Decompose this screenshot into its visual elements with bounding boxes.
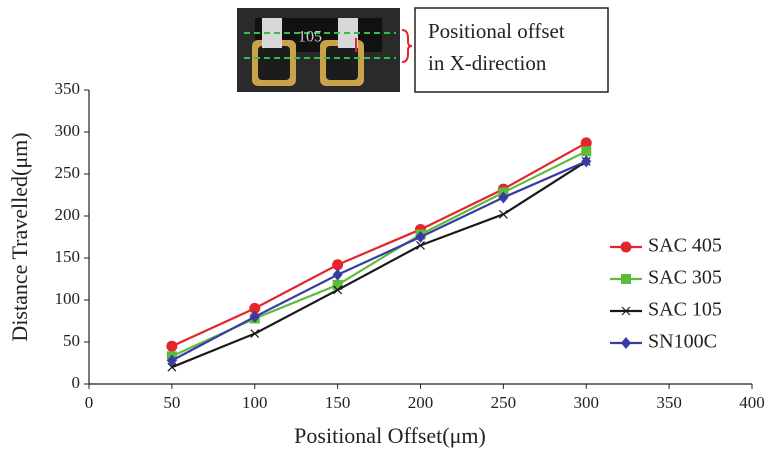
inset-photo (237, 8, 413, 92)
y-tick-label: 250 (55, 163, 81, 182)
x-tick-label: 250 (491, 393, 517, 412)
legend-label: SAC 405 (648, 235, 722, 257)
y-tick-label: 50 (63, 331, 80, 350)
x-tick-label: 100 (242, 393, 268, 412)
series-line (171, 150, 587, 358)
legend-label: SN100C (648, 331, 717, 353)
marker (333, 285, 343, 295)
marker (167, 362, 177, 372)
marker (621, 306, 631, 316)
series-line (171, 141, 587, 348)
marker (250, 329, 260, 339)
marker (580, 137, 592, 149)
y-tick-label: 100 (55, 289, 81, 308)
marker (621, 274, 631, 284)
y-tick-label: 0 (72, 373, 81, 392)
marker (166, 340, 178, 352)
legend-label: SAC 305 (648, 267, 722, 289)
marker (332, 259, 344, 271)
series-line (171, 160, 587, 369)
x-tick-label: 300 (574, 393, 600, 412)
marker (332, 268, 343, 281)
marker (581, 155, 592, 168)
inset-marking: 105 (298, 29, 322, 46)
marker (249, 302, 261, 314)
annotation: in X-direction (428, 51, 547, 75)
x-axis-title: Positional Offset(μm) (294, 423, 486, 448)
marker (416, 240, 425, 250)
x-tick-label: 150 (325, 393, 351, 412)
marker (620, 241, 632, 253)
legend-label: SAC 105 (648, 299, 722, 321)
marker (581, 146, 592, 157)
marker (166, 354, 177, 367)
y-tick-label: 150 (55, 247, 81, 266)
x-tick-label: 200 (408, 393, 434, 412)
marker (498, 209, 508, 219)
y-tick-label: 200 (55, 205, 81, 224)
marker (498, 191, 509, 204)
x-tick-label: 0 (85, 393, 94, 412)
marker (249, 310, 260, 323)
marker (332, 279, 343, 290)
marker (415, 231, 426, 243)
y-tick-label: 350 (55, 79, 81, 98)
annotation: Positional offset (428, 19, 565, 43)
series-line (171, 160, 587, 362)
x-tick-label: 50 (163, 393, 180, 412)
y-axis-title: Distance Travelled(μm) (7, 132, 32, 341)
annotation-box (414, 7, 609, 93)
marker (621, 337, 631, 349)
x-tick-label: 350 (656, 393, 682, 412)
x-tick-label: 400 (739, 393, 765, 412)
y-tick-label: 300 (55, 121, 81, 140)
